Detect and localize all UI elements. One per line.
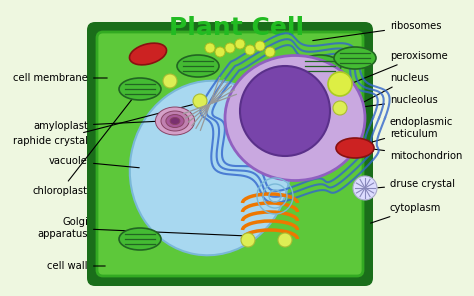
Text: vacuole: vacuole	[49, 156, 139, 168]
Ellipse shape	[166, 115, 184, 128]
Circle shape	[245, 45, 255, 55]
Text: endoplasmic
reticulum: endoplasmic reticulum	[368, 117, 453, 143]
Circle shape	[240, 66, 330, 156]
Text: cell membrane: cell membrane	[13, 73, 107, 83]
Text: ribosomes: ribosomes	[313, 21, 441, 41]
Ellipse shape	[336, 138, 374, 158]
Ellipse shape	[119, 78, 161, 100]
Text: peroxisome: peroxisome	[353, 51, 448, 83]
Ellipse shape	[119, 228, 161, 250]
Text: amyloplast: amyloplast	[33, 121, 160, 131]
Text: nucleolus: nucleolus	[321, 95, 438, 112]
Ellipse shape	[334, 47, 376, 69]
Ellipse shape	[177, 55, 219, 77]
FancyBboxPatch shape	[87, 22, 373, 286]
Text: Plant Cell: Plant Cell	[169, 16, 305, 40]
Circle shape	[225, 43, 235, 53]
Ellipse shape	[129, 43, 166, 65]
Text: cytoplasm: cytoplasm	[371, 203, 441, 223]
Circle shape	[193, 94, 207, 108]
Text: mitochondrion: mitochondrion	[368, 148, 462, 161]
Ellipse shape	[155, 107, 195, 135]
Circle shape	[333, 101, 347, 115]
Text: druse crystal: druse crystal	[378, 179, 455, 189]
Circle shape	[235, 39, 245, 49]
Circle shape	[265, 47, 275, 57]
Circle shape	[255, 41, 265, 51]
Ellipse shape	[299, 55, 341, 77]
Circle shape	[163, 74, 177, 88]
Circle shape	[205, 43, 215, 53]
Circle shape	[353, 176, 377, 200]
Circle shape	[328, 72, 352, 96]
Ellipse shape	[170, 118, 180, 125]
Text: nucleus: nucleus	[363, 73, 429, 103]
Circle shape	[215, 47, 225, 57]
Circle shape	[241, 233, 255, 247]
Circle shape	[278, 233, 292, 247]
Text: chloroplast: chloroplast	[33, 91, 138, 196]
Text: Golgi
apparatus: Golgi apparatus	[37, 217, 245, 239]
Text: cell wall: cell wall	[47, 261, 105, 271]
Ellipse shape	[161, 111, 189, 131]
Ellipse shape	[225, 56, 365, 181]
FancyBboxPatch shape	[97, 32, 363, 276]
Ellipse shape	[130, 81, 290, 255]
Text: raphide crystal: raphide crystal	[13, 105, 192, 146]
